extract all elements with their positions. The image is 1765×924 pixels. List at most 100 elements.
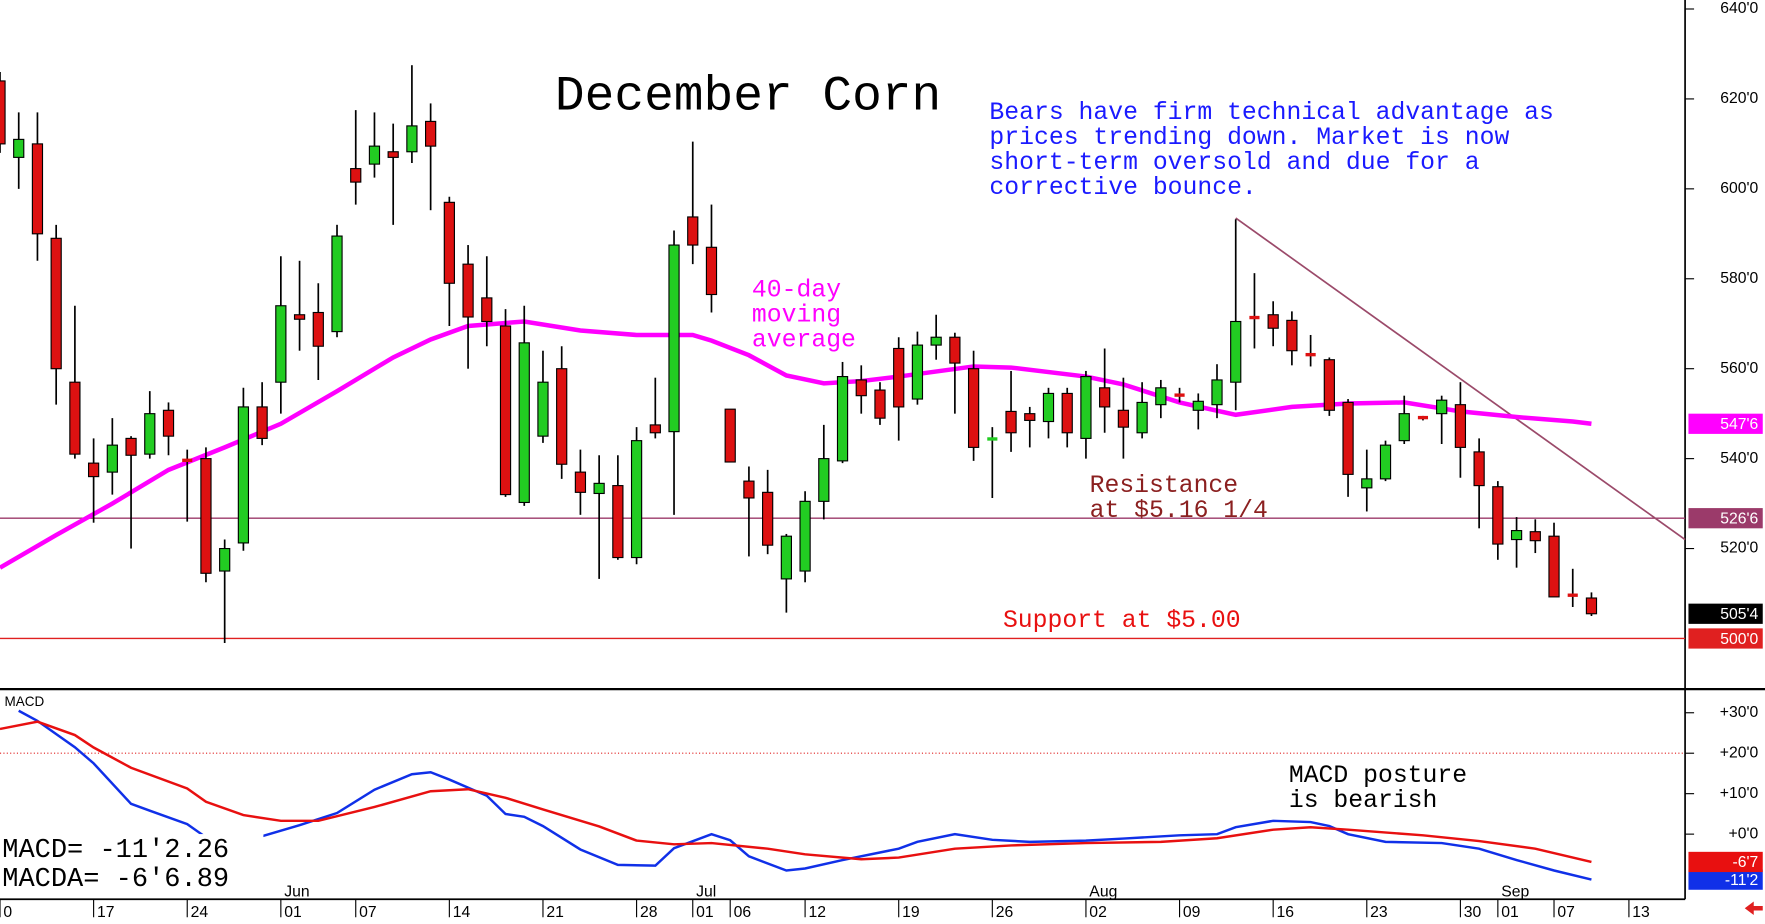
candle-body <box>125 437 137 456</box>
readout-box <box>0 834 264 895</box>
y-tick-label: +0'0 <box>1729 825 1759 842</box>
candle-body <box>1192 400 1204 411</box>
macd-note: is bearish <box>1289 787 1438 815</box>
y-tick-label: 620'0 <box>1720 90 1758 107</box>
candle-body <box>1267 314 1279 329</box>
candle-body <box>87 462 100 478</box>
candle-body <box>762 491 774 546</box>
candle-body <box>237 406 250 544</box>
candle-body <box>874 389 886 419</box>
readout: MACD= -11'2.26 <box>2 836 229 866</box>
y-tick-label: +30'0 <box>1720 704 1759 721</box>
x-tick-label: 23 <box>1370 904 1388 921</box>
candle-body <box>293 314 306 320</box>
candle-body <box>893 347 905 408</box>
readout: MACDA= -6'6.89 <box>2 865 229 895</box>
candle-body <box>462 263 474 318</box>
candle-body <box>144 413 156 455</box>
candle-body <box>1155 387 1167 406</box>
x-tick-label: 13 <box>1632 904 1650 921</box>
x-tick-label: 01 <box>284 904 302 921</box>
note-bearish: corrective bounce. <box>989 174 1256 202</box>
scroll-arrow[interactable] <box>1744 901 1763 916</box>
month-label: Jul <box>696 884 716 901</box>
candle-body <box>69 381 81 455</box>
chart-title: December Corn <box>555 69 941 125</box>
candle-body <box>1080 376 1092 439</box>
candle-body <box>855 379 867 397</box>
y-tick-label: +10'0 <box>1720 785 1759 802</box>
ma-last-label: 547'6 <box>1720 416 1758 433</box>
x-tick-label: 0 <box>3 904 12 921</box>
note-bearish: prices trending down. Market is now <box>989 124 1509 152</box>
y-tick-label: 560'0 <box>1720 360 1758 377</box>
candle-body <box>200 458 212 574</box>
candle-body <box>443 201 455 284</box>
candle-body <box>612 485 624 559</box>
x-tick-label: 01 <box>696 904 714 921</box>
month-label: Sep <box>1501 884 1529 901</box>
candle-body <box>743 480 755 499</box>
y-tick-label: 600'0 <box>1720 180 1758 197</box>
candle-body <box>1529 531 1541 542</box>
macd-line <box>0 720 1592 864</box>
level-label: 526'6 <box>1720 510 1758 527</box>
candle-body <box>1099 387 1111 408</box>
candle-body <box>668 244 680 433</box>
candle-body <box>1473 451 1485 487</box>
candle-body <box>1042 392 1055 423</box>
month-label: Aug <box>1089 884 1117 901</box>
candle-body <box>481 297 493 323</box>
x-tick-label: 26 <box>996 904 1014 921</box>
note-ma: average <box>752 327 856 355</box>
candle-body <box>649 424 661 434</box>
candle-body <box>949 336 961 364</box>
candle-body <box>1510 530 1523 541</box>
y-tick-label: 640'0 <box>1720 0 1758 17</box>
candle-body <box>1492 486 1504 545</box>
y-tick-label: 580'0 <box>1720 270 1758 287</box>
candle-body <box>1005 410 1017 434</box>
close-label: 505'4 <box>1720 606 1758 623</box>
macd-title: MACD <box>5 694 45 709</box>
candle-body <box>312 311 324 347</box>
candle-body <box>593 482 605 495</box>
note-bearish: short-term oversold and due for a <box>989 149 1479 177</box>
candle-body <box>687 216 699 246</box>
candle-body <box>275 305 287 383</box>
macd-note: MACD posture <box>1289 762 1467 790</box>
candle-body <box>31 143 44 235</box>
x-tick-label: 28 <box>640 904 658 921</box>
candle-body <box>818 458 830 502</box>
candle-body <box>967 368 980 448</box>
candle-body <box>574 471 587 493</box>
candle-body <box>518 342 530 504</box>
candle-body <box>368 145 381 165</box>
candle-body <box>1454 404 1467 448</box>
candle-body <box>256 406 268 439</box>
x-tick-label: 02 <box>1089 904 1107 921</box>
candle-body <box>799 500 811 572</box>
y-tick-label: 520'0 <box>1720 540 1758 557</box>
candle-body <box>350 168 362 183</box>
x-tick-label: 16 <box>1277 904 1295 921</box>
x-tick-label: 17 <box>97 904 115 921</box>
candle-body <box>106 444 118 473</box>
macd-last-label-box <box>1688 851 1763 873</box>
candle-body <box>705 246 718 296</box>
note-ma: 40-day <box>752 277 841 305</box>
candle-body <box>1117 409 1130 428</box>
candle-body <box>1024 413 1036 421</box>
macd-last-label: -11'2 <box>1725 872 1758 889</box>
note-resistance: at $5.16 1/4 <box>1090 497 1268 525</box>
x-tick-label: 07 <box>1557 904 1575 921</box>
close-label-box <box>1688 603 1763 624</box>
note-bearish: Bears have firm technical advantage as <box>989 99 1553 127</box>
candle-body <box>911 344 924 400</box>
candle-body <box>724 408 736 463</box>
x-tick-label: 24 <box>191 904 209 921</box>
candle-body <box>499 325 512 496</box>
candle-body <box>425 120 437 147</box>
x-tick-label: 21 <box>546 904 564 921</box>
